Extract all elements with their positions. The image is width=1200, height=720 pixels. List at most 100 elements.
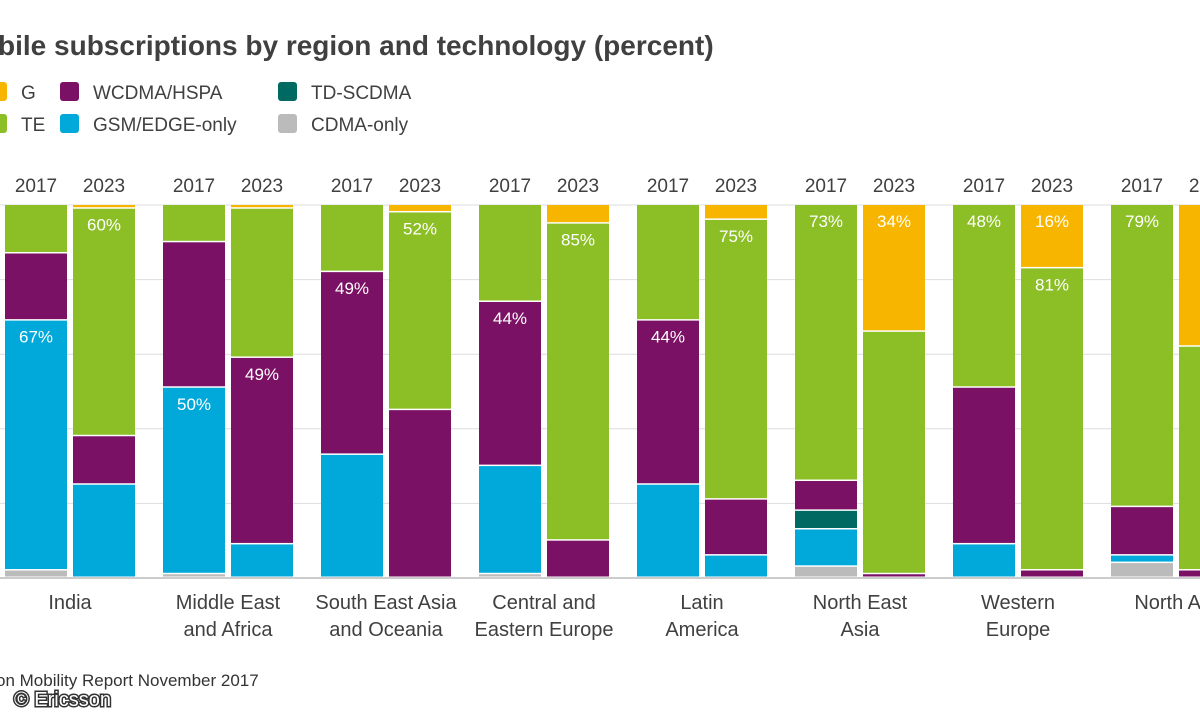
bar-segment-wcdma (163, 242, 225, 387)
legend-swatch-tdscdma (278, 82, 297, 101)
category-label: Middle East (176, 592, 281, 614)
year-label: 2023 (715, 176, 757, 197)
bar-segment-tdscdma (795, 510, 857, 529)
legend-swatch-gsm (60, 114, 79, 133)
bar-segment-gsm (637, 484, 699, 577)
bar-segment-wcdma (637, 320, 699, 484)
bar-segment-wcdma (795, 481, 857, 510)
category-label: America (665, 619, 739, 641)
bar-segment-5g (389, 205, 451, 211)
bar-segment-lte (637, 205, 699, 320)
data-label: 50% (177, 395, 211, 414)
bar-segment-lte (547, 223, 609, 540)
bar-segment-gsm (795, 529, 857, 566)
data-label: 60% (87, 216, 121, 235)
category-label: North East (813, 592, 908, 614)
bar-segment-gsm (163, 387, 225, 573)
data-label: 85% (561, 231, 595, 250)
year-label: 2017 (805, 176, 847, 197)
bar-segment-wcdma (73, 436, 135, 484)
chart-title: bile subscriptions by region and technol… (0, 30, 714, 61)
data-label: 16% (1035, 212, 1069, 231)
bar-segment-wcdma (389, 410, 451, 577)
bar-segment-lte (953, 205, 1015, 387)
bar-segment-cdma (479, 574, 541, 577)
data-label: 44% (493, 309, 527, 328)
bar-segment-lte (863, 331, 925, 573)
bar-segment-gsm (1111, 555, 1173, 562)
data-label: 81% (1035, 275, 1069, 294)
bar-segment-wcdma (321, 272, 383, 454)
bar-segment-lte (1021, 268, 1083, 570)
bar-segment-lte (1179, 346, 1200, 570)
bar-segment-5g (705, 205, 767, 219)
data-label: 49% (335, 279, 369, 298)
bar-segment-gsm (231, 544, 293, 577)
labels: 2017 67% 2023 60% India 2017 50% 2023 49% Middle … (15, 176, 1200, 641)
bars (5, 205, 1200, 577)
year-label: 2023 (873, 176, 915, 197)
year-label: 2023 (399, 176, 441, 197)
year-label: 2017 (331, 176, 373, 197)
bar-segment-gsm (953, 544, 1015, 577)
category-label: Eastern Europe (475, 619, 614, 641)
category-label: Central and (492, 592, 595, 614)
year-label: 2017 (963, 176, 1005, 197)
bar-segment-lte (73, 208, 135, 435)
bar-segment-5g (1021, 205, 1083, 267)
bar-segment-wcdma (953, 387, 1015, 543)
bar-segment-wcdma (705, 499, 767, 555)
legend-swatch-5g (0, 82, 7, 101)
data-label: 34% (877, 212, 911, 231)
bar-segment-wcdma (547, 540, 609, 577)
category-label: North Am (1134, 592, 1200, 614)
bar-segment-gsm (321, 454, 383, 577)
bar-segment-cdma (5, 570, 67, 577)
data-label: 52% (403, 219, 437, 238)
bar-segment-cdma (795, 566, 857, 577)
bar-segment-gsm (73, 484, 135, 577)
legend-label-wcdma: WCDMA/HSPA (93, 83, 223, 104)
category-label: South East Asia (315, 592, 457, 614)
legend-swatch-cdma (278, 114, 297, 133)
data-label: 75% (719, 227, 753, 246)
source-note: on Mobility Report November 2017 (0, 671, 259, 690)
bar-segment-lte (5, 205, 67, 252)
bar-segment-lte (795, 205, 857, 480)
category-label: India (48, 592, 92, 614)
bar-segment-wcdma (231, 357, 293, 543)
legend: G WCDMA/HSPA TD-SCDMA TE GSM/EDGE-only CDMA-o… (0, 82, 412, 136)
category-label: Western (981, 592, 1055, 614)
year-label: 2017 (15, 176, 57, 197)
bar-segment-wcdma (1021, 570, 1083, 577)
bar-segment-wcdma (1111, 507, 1173, 555)
bar-segment-lte (1111, 205, 1173, 506)
bar-segment-5g (73, 205, 135, 208)
category-label: Europe (986, 619, 1051, 641)
legend-label-tdscdma: TD-SCDMA (311, 83, 412, 104)
bar-segment-lte (321, 205, 383, 271)
legend-swatch-lte (0, 114, 7, 133)
data-label: 48% (967, 212, 1001, 231)
bar-segment-gsm (705, 555, 767, 577)
bar-segment-wcdma (479, 301, 541, 465)
category-label: and Oceania (329, 619, 443, 641)
bar-segment-cdma (1111, 563, 1173, 577)
year-label: 2017 (647, 176, 689, 197)
data-label: 49% (245, 365, 279, 384)
bar-segment-wcdma (1179, 570, 1200, 577)
bar-segment-wcdma (5, 253, 67, 320)
data-label: 73% (809, 212, 843, 231)
copyright: © Ericsson (14, 689, 111, 711)
year-label: 2017 (173, 176, 215, 197)
legend-label-5g: G (21, 83, 36, 104)
bar-segment-wcdma (863, 574, 925, 577)
bar-segment-lte (705, 219, 767, 499)
bar-segment-lte (231, 208, 293, 357)
year-label: 2023 (241, 176, 283, 197)
year-label: 2017 (1121, 176, 1163, 197)
data-label: 79% (1125, 212, 1159, 231)
data-label: 44% (651, 328, 685, 347)
bar-segment-lte (163, 205, 225, 241)
